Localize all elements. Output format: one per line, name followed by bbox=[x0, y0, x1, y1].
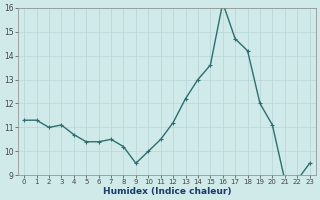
X-axis label: Humidex (Indice chaleur): Humidex (Indice chaleur) bbox=[103, 187, 231, 196]
